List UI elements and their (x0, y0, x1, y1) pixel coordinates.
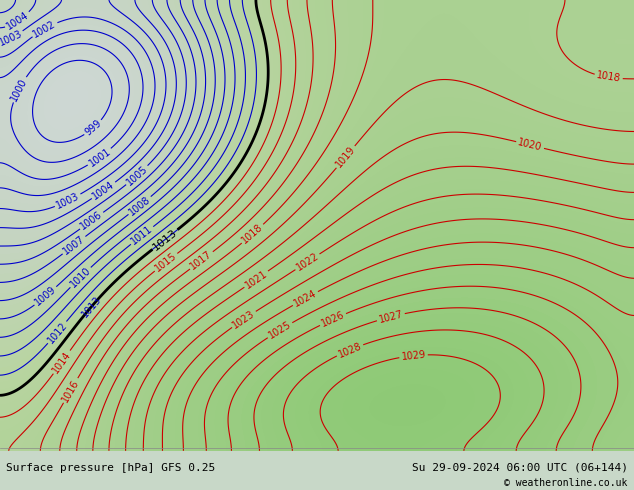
Text: 1009: 1009 (33, 284, 58, 308)
Text: 1006: 1006 (79, 210, 105, 232)
Text: Surface pressure [hPa] GFS 0.25: Surface pressure [hPa] GFS 0.25 (6, 463, 216, 473)
Text: 1014: 1014 (51, 349, 73, 375)
Text: © weatheronline.co.uk: © weatheronline.co.uk (504, 478, 628, 488)
Text: 1016: 1016 (60, 377, 81, 404)
Text: 1003: 1003 (55, 191, 81, 211)
Text: 999: 999 (83, 118, 103, 138)
Text: 1022: 1022 (294, 251, 321, 273)
Text: 1004: 1004 (91, 179, 117, 201)
Text: Su 29-09-2024 06:00 UTC (06+144): Su 29-09-2024 06:00 UTC (06+144) (411, 463, 628, 473)
Text: 1024: 1024 (292, 288, 318, 309)
Text: 1004: 1004 (5, 10, 31, 32)
Text: 1012: 1012 (46, 320, 69, 345)
Text: 1027: 1027 (377, 309, 404, 325)
Text: 1013: 1013 (151, 227, 179, 252)
Text: 1013: 1013 (79, 294, 103, 319)
Text: 1019: 1019 (334, 145, 358, 170)
Text: 1029: 1029 (401, 349, 426, 362)
Text: 1018: 1018 (240, 222, 265, 245)
Text: 1002: 1002 (31, 19, 58, 39)
Text: 1000: 1000 (9, 76, 29, 102)
Text: 1003: 1003 (0, 29, 24, 48)
Text: 1025: 1025 (267, 319, 293, 341)
Text: 1008: 1008 (127, 194, 152, 217)
Text: 1017: 1017 (188, 249, 214, 272)
Text: 1020: 1020 (517, 137, 543, 153)
Text: 1018: 1018 (596, 71, 621, 84)
Text: 1015: 1015 (153, 251, 179, 274)
Text: 1021: 1021 (243, 268, 269, 290)
Text: 1010: 1010 (68, 265, 93, 290)
Text: 1005: 1005 (125, 164, 150, 187)
Text: 1011: 1011 (129, 224, 155, 247)
Text: 1026: 1026 (320, 310, 346, 329)
Text: 1023: 1023 (231, 308, 257, 330)
Text: 1028: 1028 (337, 341, 363, 359)
Text: 1007: 1007 (61, 234, 87, 257)
Text: 1001: 1001 (87, 146, 112, 169)
